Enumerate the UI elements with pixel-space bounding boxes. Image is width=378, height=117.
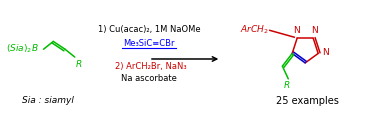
Text: 1) Cu(acac)₂, 1M NaOMe: 1) Cu(acac)₂, 1M NaOMe [98,25,200,34]
Text: R: R [284,81,290,90]
Text: 25 examples: 25 examples [276,96,339,106]
Text: 2) ArCH₂Br, NaN₃: 2) ArCH₂Br, NaN₃ [115,62,187,71]
Text: N: N [322,48,329,57]
Text: $(Sia)_2B$: $(Sia)_2B$ [6,43,39,55]
Text: Sia : siamyl: Sia : siamyl [22,97,74,105]
Text: N: N [293,26,299,35]
Text: Na ascorbate: Na ascorbate [121,74,177,83]
Text: Me₃SiC≡CBr: Me₃SiC≡CBr [123,39,175,48]
Text: $ArCH_2$: $ArCH_2$ [240,23,269,36]
Text: N: N [311,26,318,35]
Text: R: R [76,60,82,69]
